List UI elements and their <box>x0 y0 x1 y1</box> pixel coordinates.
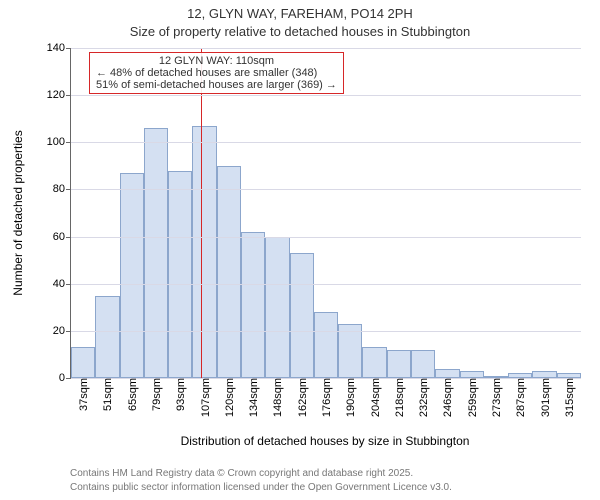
annotation-box: 12 GLYN WAY: 110sqm ← 48% of detached ho… <box>89 52 344 94</box>
histogram-bar <box>120 173 144 378</box>
property-marker-line <box>201 48 202 378</box>
xtick-label: 259sqm <box>465 378 479 417</box>
footer-line1: Contains HM Land Registry data © Crown c… <box>70 468 413 479</box>
ytick-label: 120 <box>47 89 71 101</box>
xtick-label: 37sqm <box>76 378 90 411</box>
annotation-line2: ← 48% of detached houses are smaller (34… <box>96 67 337 79</box>
xtick-label: 315sqm <box>562 378 576 417</box>
y-axis-label: Number of detached properties <box>11 130 25 295</box>
xtick-label: 190sqm <box>343 378 357 417</box>
xtick-label: 120sqm <box>222 378 236 417</box>
chart-title-line2: Size of property relative to detached ho… <box>0 24 600 39</box>
gridline-h <box>71 237 581 238</box>
histogram-bar <box>241 232 265 378</box>
xtick-label: 79sqm <box>149 378 163 411</box>
xtick-label: 51sqm <box>100 378 114 411</box>
gridline-h <box>71 331 581 332</box>
xtick-label: 162sqm <box>295 378 309 417</box>
gridline-h <box>71 95 581 96</box>
gridline-h <box>71 48 581 49</box>
histogram-bar <box>314 312 338 378</box>
histogram-bar <box>95 296 119 379</box>
chart-title-line1: 12, GLYN WAY, FAREHAM, PO14 2PH <box>0 6 600 21</box>
xtick-label: 246sqm <box>440 378 454 417</box>
ytick-label: 140 <box>47 42 71 54</box>
x-axis-label: Distribution of detached houses by size … <box>181 434 470 448</box>
ytick-label: 0 <box>59 372 71 384</box>
ytick-label: 40 <box>53 278 71 290</box>
xtick-label: 65sqm <box>125 378 139 411</box>
xtick-label: 287sqm <box>513 378 527 417</box>
ytick-label: 80 <box>53 183 71 195</box>
histogram-bar <box>290 253 314 378</box>
xtick-label: 148sqm <box>270 378 284 417</box>
footer-line2: Contains public sector information licen… <box>70 482 452 493</box>
xtick-label: 232sqm <box>416 378 430 417</box>
xtick-label: 301sqm <box>538 378 552 417</box>
histogram-bar <box>217 166 241 378</box>
ytick-label: 60 <box>53 231 71 243</box>
histogram-bar <box>144 128 168 378</box>
annotation-line3: 51% of semi-detached houses are larger (… <box>96 79 337 91</box>
histogram-bar <box>338 324 362 378</box>
bars-group <box>71 48 581 378</box>
xtick-label: 218sqm <box>392 378 406 417</box>
histogram-bar <box>435 369 459 378</box>
annotation-line1: 12 GLYN WAY: 110sqm <box>96 55 337 67</box>
histogram-bar <box>71 347 95 378</box>
gridline-h <box>71 284 581 285</box>
gridline-h <box>71 189 581 190</box>
histogram-bar <box>265 237 289 378</box>
histogram-bar <box>532 371 556 378</box>
ytick-label: 20 <box>53 325 71 337</box>
histogram-bar <box>362 347 386 378</box>
gridline-h <box>71 142 581 143</box>
histogram-bar <box>460 371 484 378</box>
xtick-label: 93sqm <box>173 378 187 411</box>
histogram-bar <box>387 350 411 378</box>
histogram-bar <box>192 126 216 378</box>
xtick-label: 176sqm <box>319 378 333 417</box>
xtick-label: 107sqm <box>198 378 212 417</box>
plot-area: 12 GLYN WAY: 110sqm ← 48% of detached ho… <box>70 48 581 379</box>
histogram-bar <box>411 350 435 378</box>
ytick-label: 100 <box>47 136 71 148</box>
chart-container: 12, GLYN WAY, FAREHAM, PO14 2PH Size of … <box>0 0 600 500</box>
histogram-bar <box>168 171 192 378</box>
xtick-label: 134sqm <box>246 378 260 417</box>
xtick-label: 204sqm <box>368 378 382 417</box>
xtick-label: 273sqm <box>489 378 503 417</box>
